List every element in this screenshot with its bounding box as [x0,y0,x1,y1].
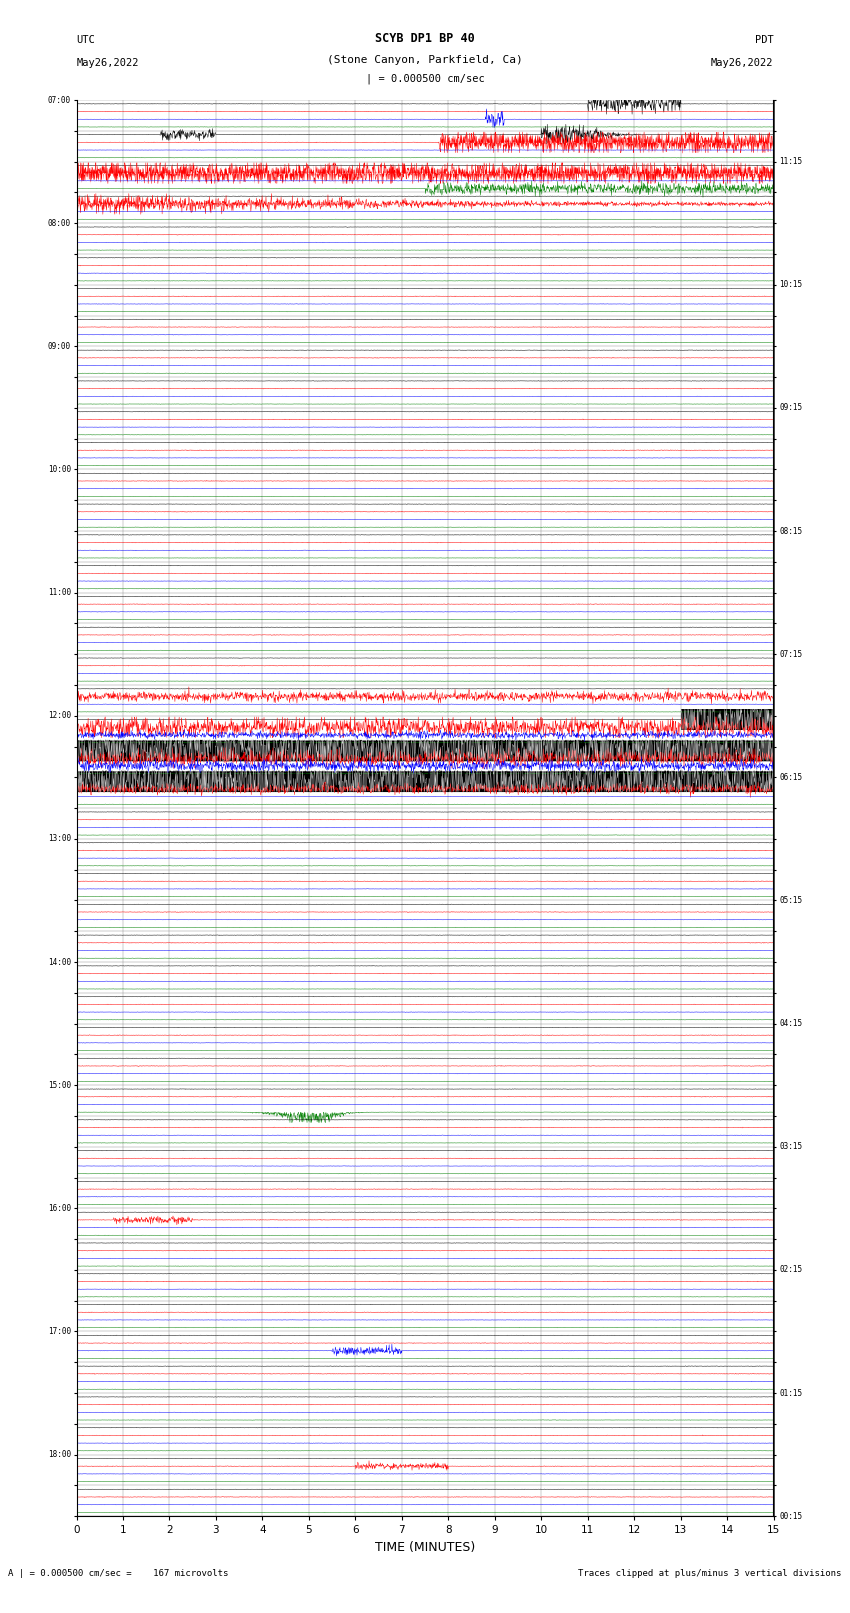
Text: UTC: UTC [76,35,95,45]
Text: | = 0.000500 cm/sec: | = 0.000500 cm/sec [366,73,484,84]
Text: May26,2022: May26,2022 [711,58,774,68]
Text: A | = 0.000500 cm/sec =    167 microvolts: A | = 0.000500 cm/sec = 167 microvolts [8,1568,229,1578]
Text: SCYB DP1 BP 40: SCYB DP1 BP 40 [375,32,475,45]
X-axis label: TIME (MINUTES): TIME (MINUTES) [375,1540,475,1553]
Text: May26,2022: May26,2022 [76,58,139,68]
Text: (Stone Canyon, Parkfield, Ca): (Stone Canyon, Parkfield, Ca) [327,55,523,65]
Text: Traces clipped at plus/minus 3 vertical divisions: Traces clipped at plus/minus 3 vertical … [578,1568,842,1578]
Text: PDT: PDT [755,35,774,45]
